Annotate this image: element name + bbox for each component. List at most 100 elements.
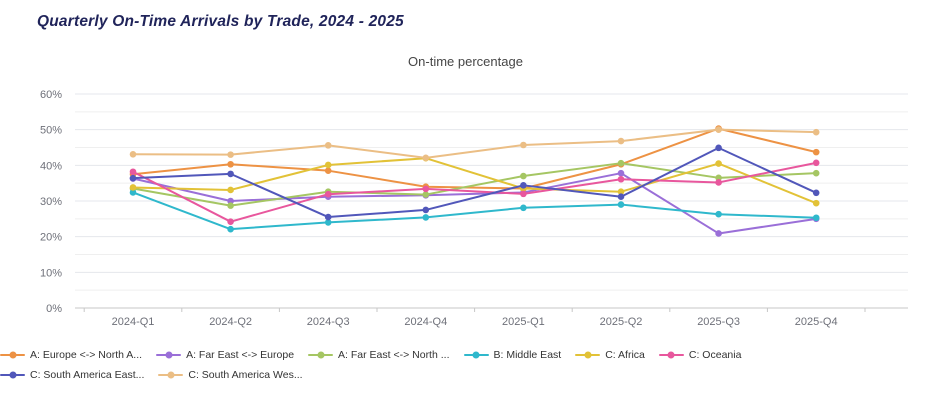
- x-axis-label: 2024-Q1: [112, 316, 155, 328]
- legend-item-label: C: Oceania: [688, 349, 742, 361]
- series-line: [132, 127, 818, 190]
- y-axis-label: 20%: [40, 232, 62, 244]
- data-point: [227, 197, 234, 205]
- data-point: [129, 168, 137, 176]
- data-point: [227, 160, 234, 168]
- data-point: [324, 142, 332, 149]
- data-point: [129, 189, 137, 196]
- data-point: [324, 213, 332, 221]
- data-point: [422, 191, 430, 198]
- data-point: [617, 175, 625, 183]
- data-point: [812, 214, 820, 222]
- data-point: [227, 151, 234, 158]
- data-point: [617, 193, 625, 201]
- legend-line-icon: [308, 351, 334, 359]
- series-line: [132, 161, 818, 223]
- data-point: [520, 182, 527, 189]
- data-point: [520, 172, 527, 180]
- legend-line-icon: [0, 371, 25, 379]
- data-point: [422, 154, 430, 162]
- y-axis-label: 0%: [46, 303, 62, 315]
- x-axis-label: 2025-Q2: [600, 316, 643, 328]
- data-point: [812, 159, 820, 167]
- data-point: [715, 210, 722, 218]
- x-axis-label: 2024-Q4: [404, 316, 447, 328]
- legend-line-icon: [156, 351, 182, 359]
- data-point: [227, 202, 234, 209]
- legend-item-label: A: Europe <-> North A...: [30, 349, 143, 361]
- data-point: [324, 219, 332, 226]
- data-point: [812, 148, 820, 156]
- data-point: [520, 190, 527, 198]
- data-point: [617, 188, 625, 196]
- data-point: [715, 230, 722, 237]
- data-point: [227, 225, 234, 233]
- data-point: [324, 161, 332, 169]
- data-point: [227, 186, 234, 194]
- legend-dot-icon: [165, 351, 173, 359]
- data-point: [227, 218, 234, 225]
- legend-dot-icon: [9, 351, 16, 359]
- legend-line-icon: [0, 351, 25, 359]
- series-line: [132, 162, 818, 207]
- data-point: [227, 170, 234, 178]
- legend-item[interactable]: C: South America East...: [0, 369, 144, 381]
- legend-dot-icon: [584, 351, 592, 359]
- y-axis-label: 50%: [40, 125, 62, 137]
- data-point: [324, 190, 332, 198]
- data-point: [422, 206, 430, 214]
- legend-item[interactable]: C: South America Wes...: [158, 369, 303, 381]
- data-point: [129, 150, 137, 158]
- data-point: [520, 204, 527, 212]
- x-axis-label: 2025-Q3: [697, 316, 740, 328]
- series-line: [132, 191, 818, 231]
- y-axis-label: 40%: [40, 160, 62, 172]
- x-axis-label: 2025-Q1: [502, 316, 545, 328]
- legend-item-label: A: Far East <-> North ...: [338, 349, 450, 361]
- legend-item[interactable]: C: Oceania: [658, 349, 742, 361]
- data-point: [812, 199, 820, 207]
- data-point: [715, 174, 722, 182]
- legend-item-label: C: Africa: [605, 349, 645, 361]
- x-axis-label: 2024-Q3: [307, 316, 350, 328]
- line-chart: 0% 10% 20% 30% 40% 50% 60% 2024-Q1 2024-Q2 2024-Q…: [40, 89, 908, 328]
- data-point: [324, 167, 332, 174]
- legend-item-label: C: South America East...: [30, 369, 145, 381]
- legend-item[interactable]: C: Africa: [575, 349, 645, 361]
- chart-legend: A: Europe <-> North A... A: Far East <-> …: [0, 349, 931, 381]
- legend-item-label: B: Middle East: [493, 349, 562, 361]
- data-point: [617, 169, 625, 177]
- legend-item-label: A: Far East <-> Europe: [186, 349, 295, 361]
- data-point: [617, 201, 625, 208]
- data-point: [520, 141, 527, 149]
- legend-line-icon: [658, 351, 684, 359]
- legend-item[interactable]: B: Middle East: [463, 349, 562, 361]
- data-point: [422, 214, 430, 221]
- series-line: [132, 128, 818, 159]
- legend-dot-icon: [472, 351, 480, 359]
- data-point: [812, 128, 820, 136]
- legend-item-label: C: South America Wes...: [188, 369, 303, 381]
- y-axis-label: 60%: [40, 89, 62, 101]
- legend-dot-icon: [317, 351, 325, 359]
- legend-item[interactable]: A: Far East <-> North ...: [308, 349, 450, 361]
- chart-subtitle: On-time percentage: [408, 54, 523, 69]
- legend-item[interactable]: A: Europe <-> North A...: [0, 349, 142, 361]
- data-point: [715, 160, 722, 167]
- series-line: [132, 172, 818, 235]
- data-point: [617, 159, 625, 167]
- data-point: [812, 189, 820, 197]
- page-title: Quarterly On-Time Arrivals by Trade, 202…: [37, 13, 404, 30]
- data-point: [129, 174, 137, 182]
- data-point: [715, 179, 722, 186]
- data-point: [812, 169, 820, 177]
- legend-line-icon: [575, 351, 601, 359]
- series-line: [132, 146, 818, 219]
- legend-dot-icon: [167, 371, 175, 379]
- y-axis-label: 10%: [40, 267, 62, 279]
- data-point: [617, 137, 625, 145]
- legend-item[interactable]: A: Far East <-> Europe: [156, 349, 294, 361]
- data-point: [422, 185, 430, 193]
- legend-dot-icon: [667, 351, 675, 359]
